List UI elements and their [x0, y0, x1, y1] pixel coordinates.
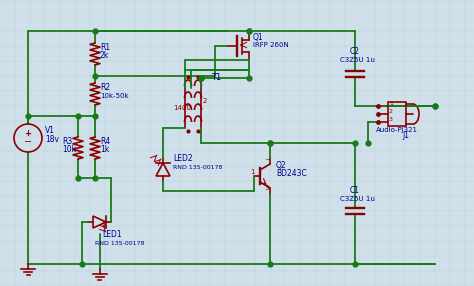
Text: IRFP 260N: IRFP 260N [253, 42, 289, 48]
Text: 18v: 18v [45, 135, 59, 144]
Text: 1k: 1k [100, 145, 109, 154]
Text: LED2: LED2 [173, 154, 192, 163]
Text: V1: V1 [45, 126, 55, 135]
Text: −: − [24, 137, 32, 147]
Text: 2: 2 [203, 98, 207, 104]
Text: R1: R1 [100, 43, 110, 52]
Text: 2: 2 [389, 109, 393, 114]
Text: 3: 3 [264, 185, 268, 191]
Text: 1: 1 [389, 101, 393, 106]
Text: R2: R2 [100, 83, 110, 92]
Text: 10k: 10k [62, 145, 76, 154]
Text: ~: ~ [264, 157, 270, 163]
Text: LED1: LED1 [102, 230, 122, 239]
Text: C2: C2 [350, 47, 360, 56]
Text: Q1: Q1 [253, 33, 264, 42]
Text: BD243C: BD243C [276, 169, 307, 178]
Text: T1: T1 [211, 73, 221, 82]
Text: C1: C1 [350, 186, 360, 195]
Text: +: + [25, 130, 31, 138]
Text: 2k: 2k [100, 51, 109, 60]
Text: R4: R4 [100, 137, 110, 146]
Text: RND 135-00178: RND 135-00178 [95, 241, 145, 246]
Text: 3: 3 [389, 117, 393, 122]
Text: C3Z5U 1u: C3Z5U 1u [340, 57, 375, 63]
Text: 10k-50k: 10k-50k [100, 93, 128, 99]
Text: C3Z5U 1u: C3Z5U 1u [340, 196, 375, 202]
Text: RND 135-00178: RND 135-00178 [173, 165, 222, 170]
Text: 1400: 1400 [173, 105, 191, 111]
Text: 1: 1 [250, 169, 255, 175]
Text: Audio-PJ321: Audio-PJ321 [376, 127, 418, 133]
Text: R3: R3 [62, 137, 72, 146]
Text: J1: J1 [402, 131, 409, 140]
Bar [388, 102, 406, 126]
Text: Q2: Q2 [276, 161, 287, 170]
